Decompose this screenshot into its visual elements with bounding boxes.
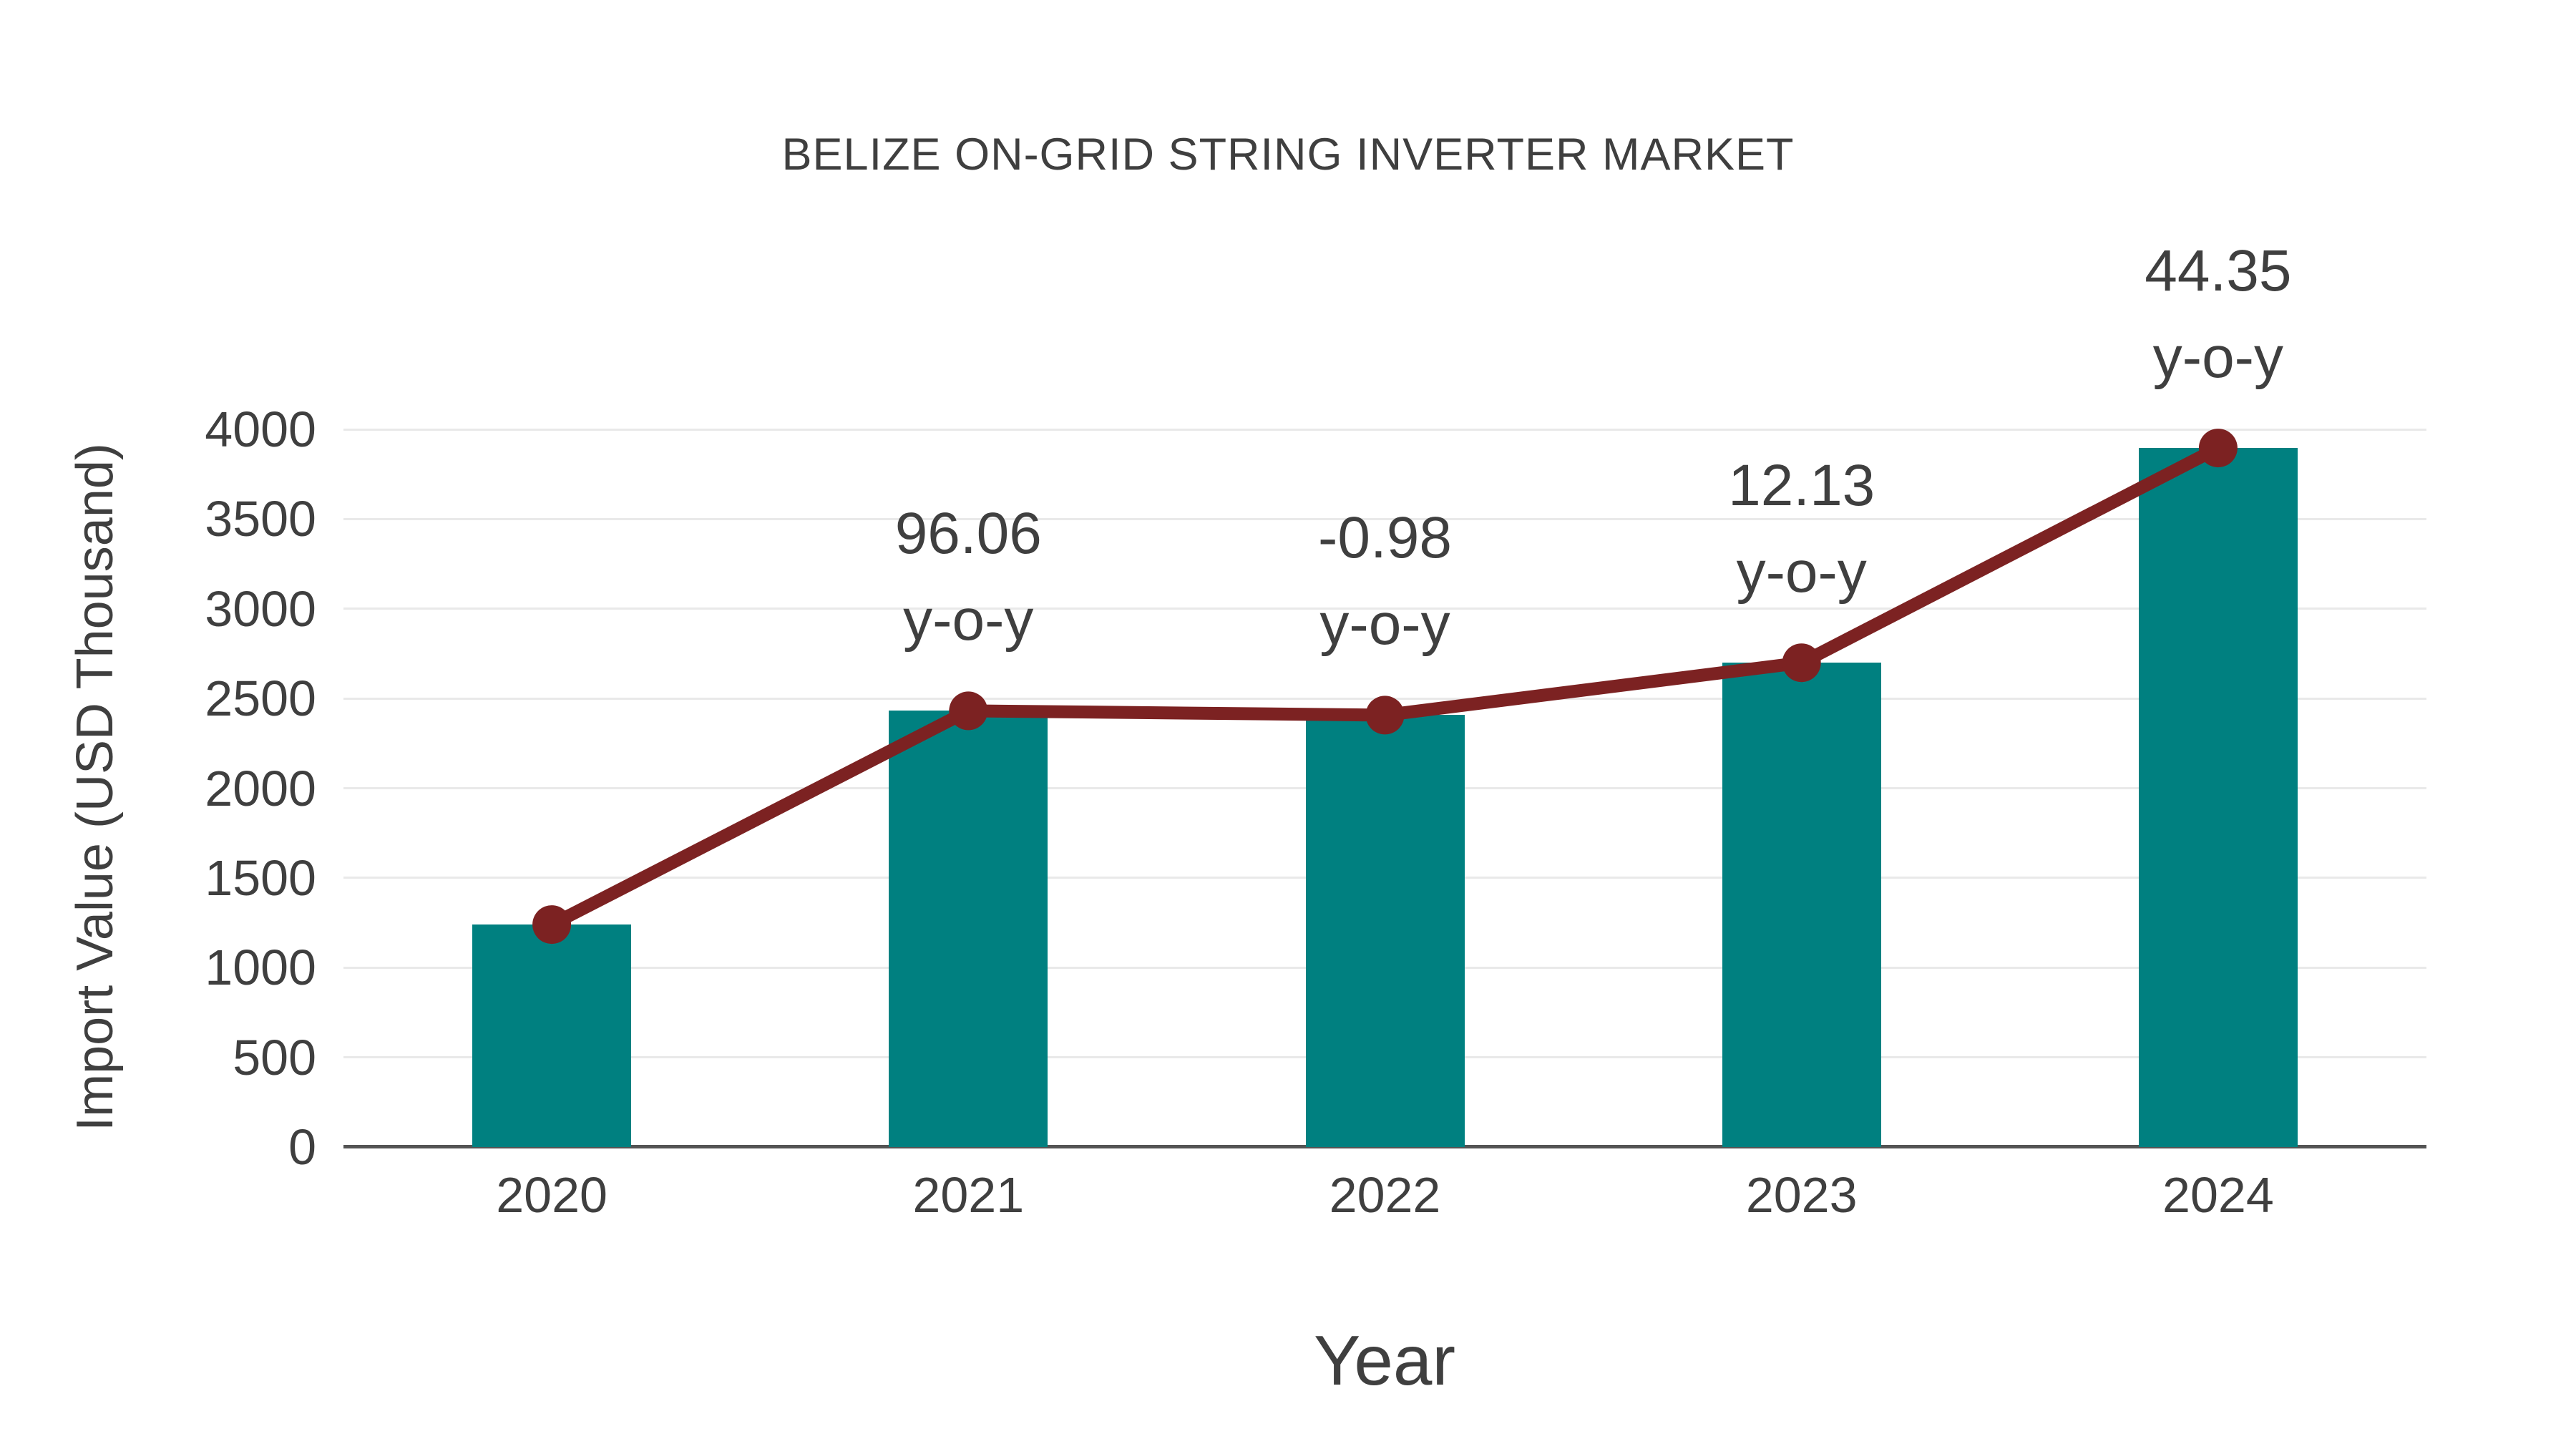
y-tick-label: 2500 <box>205 670 316 727</box>
bar-2022 <box>1305 715 1465 1147</box>
yoy-value: 96.06 <box>894 501 1042 567</box>
yoy-suffix: y-o-y <box>903 587 1034 653</box>
x-tick-label-2021: 2021 <box>912 1167 1025 1223</box>
line-point-2022 <box>1365 696 1405 735</box>
yoy-value: 12.13 <box>1728 453 1875 519</box>
growth-line-layer <box>532 429 2238 945</box>
x-axis-label: Year <box>1313 1321 1456 1400</box>
yoy-annotation-2023: 12.13 y-o-y <box>1728 442 1875 615</box>
gridline-4000 <box>343 428 2426 431</box>
y-tick-label: 1500 <box>205 849 316 906</box>
yoy-value: -0.98 <box>1318 505 1452 571</box>
line-point-2021 <box>949 691 988 731</box>
x-tick-label-2024: 2024 <box>2162 1167 2274 1223</box>
yoy-annotation-2022: -0.98 y-o-y <box>1318 494 1452 668</box>
y-tick-label: 2000 <box>205 760 316 816</box>
y-tick-label: 0 <box>288 1119 316 1175</box>
plot-area: 96.06 y-o-y -0.98 y-o-y 12.13 y-o-y 44.35 y-o-y <box>343 238 2426 1148</box>
line-point-2023 <box>1782 643 1821 683</box>
y-tick-label: 3000 <box>205 580 316 637</box>
chart-title: BELIZE ON-GRID STRING INVERTER MARKET <box>781 130 1795 180</box>
x-tick-label-2023: 2023 <box>1745 1167 1858 1223</box>
y-tick-label: 4000 <box>205 401 316 457</box>
y-tick-label: 1000 <box>205 940 316 996</box>
gridline-3000 <box>343 608 2426 610</box>
x-tick-label-2020: 2020 <box>496 1167 608 1223</box>
bar-2021 <box>889 711 1048 1147</box>
yoy-annotation-2024: 44.35 y-o-y <box>2145 228 2291 401</box>
y-tick-label: 3500 <box>205 491 316 547</box>
yoy-suffix: y-o-y <box>1319 592 1450 658</box>
yoy-suffix: y-o-y <box>1736 540 1867 605</box>
yoy-suffix: y-o-y <box>2152 325 2283 391</box>
bar-2023 <box>1722 663 1881 1147</box>
yoy-value: 44.35 <box>2145 238 2292 304</box>
yoy-annotation-2021: 96.06 y-o-y <box>895 490 1042 663</box>
y-tick-label: 500 <box>233 1029 316 1085</box>
bar-2020 <box>472 924 632 1147</box>
line-point-2024 <box>2198 429 2238 468</box>
bar-2024 <box>2138 448 2298 1147</box>
gridline-3500 <box>343 517 2426 520</box>
x-tick-label-2022: 2022 <box>1329 1167 1441 1223</box>
y-axis-label: Import Value (USD Thousand) <box>67 443 124 1131</box>
line-point-2020 <box>532 905 572 945</box>
